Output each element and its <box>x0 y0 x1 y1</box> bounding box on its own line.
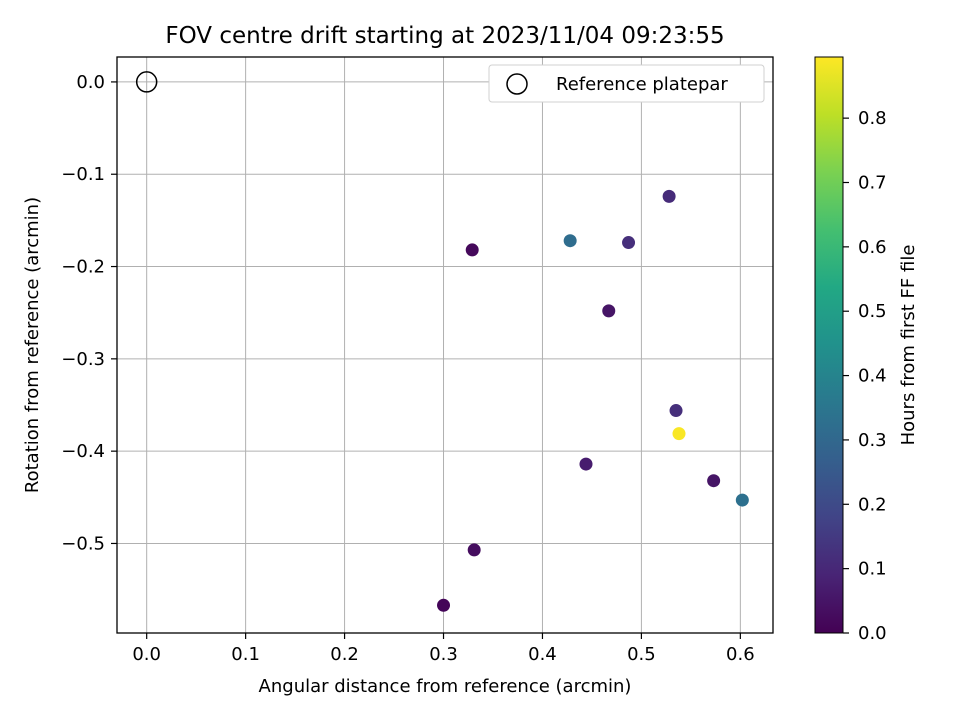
x-tick-label: 0.5 <box>627 644 656 665</box>
x-tick-label: 0.6 <box>726 644 755 665</box>
plot-frame <box>116 56 774 634</box>
colorbar-tick-label: 0.2 <box>858 494 887 515</box>
x-tick-label: 0.4 <box>528 644 557 665</box>
colorbar-tick-label: 0.0 <box>858 623 887 644</box>
y-axis: 0.0 −0.1 −0.2 −0.3 −0.4 −0.5 <box>61 72 117 554</box>
data-point <box>465 243 479 257</box>
data-point <box>437 598 451 612</box>
y-tick-label: −0.1 <box>61 164 105 185</box>
colorbar-tick-label: 0.3 <box>858 430 887 451</box>
y-tick-label: −0.5 <box>61 533 105 554</box>
y-tick-label: 0.0 <box>76 72 105 93</box>
x-tick-label: 0.2 <box>330 644 359 665</box>
colorbar-tick-label: 0.1 <box>858 559 887 580</box>
x-tick-label: 0.3 <box>429 644 458 665</box>
data-point <box>602 304 616 318</box>
legend-label: Reference platepar <box>556 74 728 95</box>
x-tick-label: 0.1 <box>231 644 260 665</box>
scatter-points <box>437 189 749 612</box>
data-point <box>622 236 636 250</box>
x-axis: 0.0 0.1 0.2 0.3 0.4 0.5 0.6 <box>132 633 755 665</box>
grid <box>117 57 773 633</box>
legend: Reference platepar <box>488 64 765 103</box>
data-point <box>672 427 686 441</box>
data-point <box>579 457 593 471</box>
y-tick-label: −0.3 <box>61 349 105 370</box>
data-point <box>467 543 481 557</box>
chart-title: FOV centre drift starting at 2023/11/04 … <box>165 23 724 49</box>
colorbar <box>814 56 844 634</box>
x-tick-label: 0.0 <box>132 644 161 665</box>
x-axis-label: Angular distance from reference (arcmin) <box>259 676 632 697</box>
data-point <box>563 234 577 248</box>
y-axis-label: Rotation from reference (arcmin) <box>22 197 43 493</box>
reference-marker <box>135 71 158 93</box>
data-point <box>735 493 749 507</box>
data-point <box>662 189 676 203</box>
colorbar-tick-label: 0.7 <box>858 172 887 193</box>
colorbar-tick-label: 0.4 <box>858 366 887 387</box>
legend-box <box>488 64 765 103</box>
colorbar-tick-label: 0.5 <box>858 301 887 322</box>
y-tick-label: −0.2 <box>61 257 105 278</box>
colorbar-label: Hours from first FF file <box>898 245 919 446</box>
colorbar-axis: 0.0 0.1 0.2 0.3 0.4 0.5 0.6 0.7 0.8 <box>843 108 887 644</box>
colorbar-tick-label: 0.8 <box>858 108 887 129</box>
data-point <box>669 404 683 418</box>
colorbar-tick-label: 0.6 <box>858 237 887 258</box>
y-tick-label: −0.4 <box>61 441 105 462</box>
legend-marker <box>506 73 528 95</box>
data-point <box>707 474 721 488</box>
